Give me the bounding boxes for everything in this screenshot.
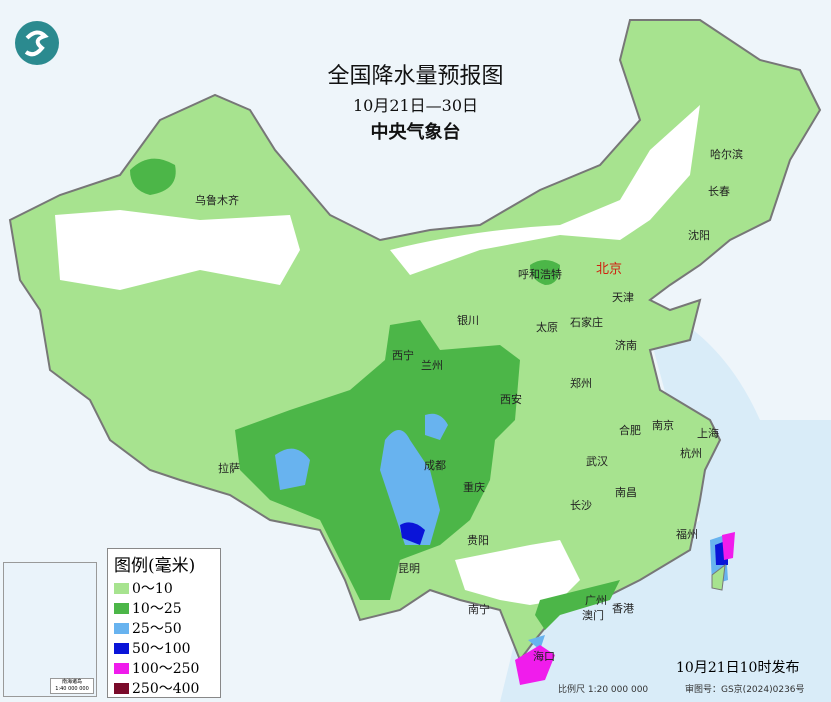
issue-time: 10月21日10时发布 — [676, 660, 800, 676]
legend-label: 100～250 — [132, 661, 200, 677]
inset-label: 南海诸岛 1:40 000 000 — [50, 678, 94, 694]
legend-label: 10～25 — [132, 601, 182, 617]
city-label: 贵阳 — [467, 534, 489, 547]
region-none — [455, 540, 580, 605]
legend-label: 0～10 — [132, 581, 173, 597]
region-50-100 — [400, 522, 425, 545]
legend-label: 250～400 — [132, 681, 200, 697]
south-china-sea-inset: 南海诸岛 1:40 000 000 — [3, 562, 97, 697]
agency-name: 中央气象台 — [370, 122, 461, 143]
legend-swatch — [114, 622, 129, 634]
city-label: 武汉 — [586, 455, 608, 468]
forecast-period: 10月21日—30日 — [352, 96, 479, 115]
city-label: 广州 — [585, 594, 607, 607]
city-label: 济南 — [615, 339, 637, 352]
city-label: 北京 — [596, 262, 623, 277]
city-label: 重庆 — [463, 481, 485, 494]
legend: 图例(毫米) 0～10 10～25 25～50 50～100 100～250 250～40… — [107, 548, 221, 698]
city-label: 长沙 — [570, 499, 592, 512]
cma-logo-icon — [15, 21, 59, 65]
city-label: 南京 — [652, 419, 674, 432]
city-label: 乌鲁木齐 — [195, 194, 239, 207]
city-label: 长春 — [708, 185, 730, 198]
legend-item: 25～50 — [114, 618, 220, 638]
legend-swatch — [114, 582, 129, 594]
legend-label: 25～50 — [132, 621, 182, 637]
taiwan — [711, 563, 726, 591]
approval-number: 审图号：GS京(2024)0236号 — [685, 685, 805, 695]
city-label: 昆明 — [398, 562, 420, 575]
region-25-50 — [380, 430, 440, 545]
inset-scale: 1:40 000 000 — [55, 686, 89, 692]
city-label: 福州 — [676, 528, 698, 541]
region-25-50 — [275, 448, 310, 490]
region-10-25 — [235, 320, 520, 600]
map-scale: 比例尺 1:20 000 000 — [558, 685, 649, 695]
legend-label: 50～100 — [132, 641, 191, 657]
region-100-250 — [722, 532, 735, 560]
legend-title: 图例(毫米) — [114, 556, 196, 576]
city-label: 天津 — [612, 291, 634, 304]
legend-item: 50～100 — [114, 638, 220, 658]
city-label: 澳门 — [582, 609, 604, 622]
legend-swatch — [114, 662, 129, 674]
region-25-50 — [425, 413, 448, 440]
legend-item: 0～10 — [114, 578, 220, 598]
region-10-25 — [530, 260, 560, 285]
city-label: 西宁 — [392, 349, 414, 362]
city-label: 兰州 — [421, 359, 443, 372]
city-label: 南昌 — [615, 486, 637, 499]
city-label: 郑州 — [570, 377, 592, 390]
city-label: 石家庄 — [570, 316, 603, 329]
city-label: 哈尔滨 — [710, 148, 743, 161]
legend-item: 10～25 — [114, 598, 220, 618]
legend-item: 100～250 — [114, 658, 220, 678]
city-label: 合肥 — [619, 424, 641, 437]
city-label: 银川 — [457, 314, 479, 327]
region-100-250 — [515, 645, 555, 685]
city-label: 拉萨 — [218, 462, 240, 475]
legend-swatch — [114, 602, 129, 614]
city-label: 沈阳 — [688, 229, 710, 242]
region-none — [55, 210, 300, 290]
legend-swatch — [114, 682, 129, 694]
city-label: 杭州 — [680, 447, 702, 460]
city-label: 西安 — [500, 393, 522, 406]
city-label: 南宁 — [468, 603, 490, 616]
city-label: 上海 — [697, 427, 719, 440]
region-none — [390, 105, 700, 275]
map-title: 全国降水量预报图 — [327, 64, 504, 89]
city-label: 海口 — [533, 650, 555, 663]
city-label: 香港 — [612, 602, 634, 615]
city-label: 呼和浩特 — [518, 268, 562, 281]
legend-swatch — [114, 642, 129, 654]
legend-item: 250～400 — [114, 678, 220, 698]
region-10-25 — [130, 158, 176, 195]
region-10-25 — [535, 580, 620, 630]
inset-name: 南海诸岛 — [61, 679, 82, 685]
city-label: 成都 — [424, 459, 446, 472]
city-label: 太原 — [536, 321, 558, 334]
